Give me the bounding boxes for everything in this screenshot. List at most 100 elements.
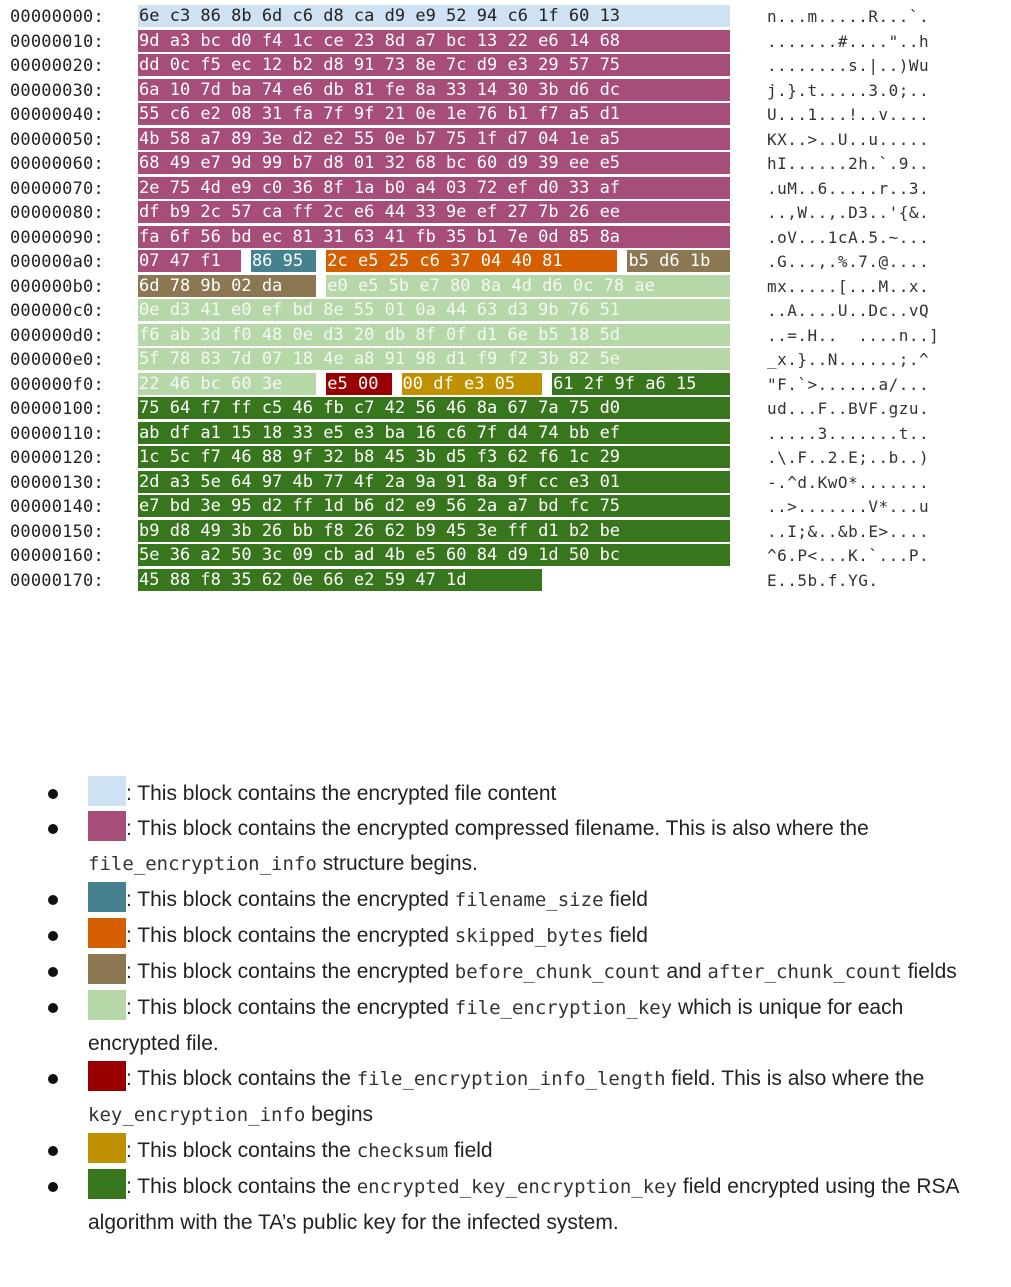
hex-block-file-encryption-info-length: e5 00 — [326, 372, 392, 395]
ascii-column: .....3.......t.. — [767, 423, 930, 443]
ascii-column: ........s.|..)Wu — [767, 56, 930, 75]
legend-item-chunk-counts: : This block contains the encrypted befo… — [0, 954, 1011, 990]
legend-item-file-encryption-key: : This block contains the encrypted file… — [0, 990, 1011, 1061]
legend-text: field — [603, 888, 648, 911]
offset-label: 000000d0: — [10, 325, 104, 346]
ascii-column: .G...,.%.7.@.... — [767, 252, 930, 271]
legend-text: field encrypted using the RSA algorithm … — [88, 1175, 959, 1234]
hex-row: 000000c0: 0e d3 41 e0 ef bd 8e 55 01 0a 4… — [0, 299, 1011, 323]
color-legend: : This block contains the encrypted file… — [0, 776, 1011, 1240]
hex-block-compressed-filename: dd 0c f5 ec 12 b2 d8 91 73 8e 7c d9 e3 2… — [138, 54, 731, 76]
legend-text: : This block contains the encrypted — [126, 888, 455, 911]
ascii-column: -.^d.KwO*....... — [767, 472, 930, 492]
hex-row: 00000000: 6e c3 86 8b 6d c6 d8 ca d9 e9 5… — [0, 5, 1011, 29]
hex-block-compressed-filename: fa 6f 56 bd ec 81 31 63 41 fb 35 b1 7e 0… — [138, 225, 731, 248]
color-swatch — [88, 776, 126, 806]
hex-block-encrypted-key-encryption-key: 61 2f 9f a6 15 — [552, 372, 731, 395]
legend-item-file-content: : This block contains the encrypted file… — [0, 776, 1011, 811]
color-swatch — [88, 1169, 126, 1199]
legend-item-skipped-bytes: : This block contains the encrypted skip… — [0, 918, 1011, 954]
offset-label: 00000160: — [10, 546, 104, 566]
legend-text: : This block contains the encrypted file… — [126, 782, 557, 805]
legend-text: fields — [901, 960, 957, 983]
legend-text: : This block contains the — [126, 1175, 357, 1198]
offset-label: 00000070: — [10, 178, 104, 199]
hex-block-encrypted-key-encryption-key: b9 d8 49 3b 26 bb f8 26 62 b9 45 3e ff d… — [138, 519, 731, 542]
offset-label: 00000170: — [10, 570, 104, 591]
hex-row: 00000120: 1c 5c f7 46 88 9f 32 b8 45 3b d… — [0, 446, 1011, 470]
hex-block-compressed-filename: 68 49 e7 9d 99 b7 d8 01 32 68 bc 60 d9 3… — [138, 152, 731, 174]
field-name: file_encryption_info_length — [356, 1068, 666, 1090]
offset-label: 00000110: — [10, 423, 104, 444]
bullet-icon — [48, 824, 58, 834]
ascii-column: .......#...."..h — [767, 31, 930, 51]
legend-text: : This block contains the encrypted — [126, 960, 455, 983]
field-name: after_chunk_count — [707, 961, 902, 983]
legend-text: : This block contains the — [126, 1067, 357, 1090]
hex-block-compressed-filename: 2e 75 4d e9 c0 36 8f 1a b0 a4 03 72 ef d… — [138, 176, 731, 199]
hex-block-encrypted-key-encryption-key: e7 bd 3e 95 d2 ff 1d b6 d2 e9 56 2a a7 b… — [138, 495, 731, 517]
offset-label: 00000140: — [10, 497, 104, 517]
ascii-column: .oV...1cA.5.~... — [767, 227, 930, 247]
ascii-column: U...1...!..v.... — [767, 105, 930, 124]
color-swatch — [88, 811, 126, 841]
offset-label: 00000050: — [10, 129, 104, 150]
offset-label: 00000020: — [10, 56, 104, 76]
offset-label: 00000080: — [10, 203, 104, 223]
offset-label: 000000f0: — [10, 374, 104, 395]
offset-label: 00000030: — [10, 80, 104, 101]
ascii-column: ^6.P<...K.`...P. — [767, 546, 930, 565]
legend-text: field — [448, 1139, 493, 1162]
hex-block-encrypted-key-encryption-key: 1c 5c f7 46 88 9f 32 b8 45 3b d5 f3 62 f… — [138, 446, 731, 468]
color-swatch — [88, 990, 126, 1020]
ascii-column: "F.`>......a/... — [767, 374, 930, 394]
hex-row: 00000050: 4b 58 a7 89 3e d2 e2 55 0e b7 7… — [0, 127, 1011, 152]
ascii-column: KX..>..U..u..... — [767, 129, 930, 149]
hex-block-compressed-filename: 4b 58 a7 89 3e d2 e2 55 0e b7 75 1f d7 0… — [138, 127, 731, 150]
bullet-icon — [48, 1074, 58, 1084]
legend-item-compressed-filename: : This block contains the encrypted comp… — [0, 811, 1011, 882]
hex-row: 000000e0: 5f 78 83 7d 07 18 4e a8 91 98 d… — [0, 348, 1011, 372]
ascii-column: mx.....[...M..x. — [767, 276, 930, 296]
legend-text: : This block contains the encrypted — [126, 996, 455, 1019]
hex-block-file-encryption-key: 5f 78 83 7d 07 18 4e a8 91 98 d1 f9 f2 3… — [138, 348, 731, 370]
legend-text: begins — [305, 1103, 374, 1126]
legend-text: field. This is also where the — [665, 1067, 925, 1090]
hex-row: 00000150: b9 d8 49 3b 26 bb f8 26 62 b9 4… — [0, 519, 1011, 544]
ascii-column: hI......2h.`.9.. — [767, 154, 930, 173]
legend-item-encrypted-key-encryption-key: : This block contains the encrypted_key_… — [0, 1169, 1011, 1240]
field-name: key_encryption_info — [88, 1104, 306, 1126]
field-name: file_encryption_key — [454, 997, 673, 1019]
hex-row: 00000110: ab df a1 15 18 33 e5 e3 ba 16 c… — [0, 421, 1011, 446]
ascii-column: .\.F..2.E;..b..) — [767, 448, 930, 467]
color-swatch — [88, 1061, 126, 1091]
color-swatch — [88, 1133, 126, 1163]
color-swatch — [88, 882, 126, 912]
hex-row: 000000b0: 6d 78 9b 02 da e0 e5 5b e7 80 8a… — [0, 274, 1011, 299]
offset-label: 00000090: — [10, 227, 104, 248]
bullet-icon — [48, 931, 58, 941]
offset-label: 000000a0: — [10, 252, 104, 272]
hex-row: 00000040: 55 c6 e2 08 31 fa 7f 9f 21 0e 1… — [0, 103, 1011, 127]
field-name: file_encryption_info — [88, 853, 317, 875]
hex-block-file-encryption-key: 22 46 bc 60 3e — [138, 372, 317, 395]
hex-block-compressed-filename: 9d a3 bc d0 f4 1c ce 23 8d a7 bc 13 22 e… — [138, 29, 731, 52]
offset-label: 00000010: — [10, 31, 104, 52]
hex-row: 00000070: 2e 75 4d e9 c0 36 8f 1a b0 a4 0… — [0, 176, 1011, 201]
hex-row: 000000d0: f6 ab 3d f0 48 0e d3 20 db 8f 0… — [0, 323, 1011, 348]
hex-row: 00000080: df b9 2c 57 ca ff 2c e6 44 33 9… — [0, 201, 1011, 225]
hex-row: 00000140: e7 bd 3e 95 d2 ff 1d b6 d2 e9 5… — [0, 495, 1011, 519]
offset-label: 00000040: — [10, 105, 104, 125]
legend-item-checksum: : This block contains the checksum field — [0, 1133, 1011, 1169]
hex-block-file-encryption-key: f6 ab 3d f0 48 0e d3 20 db 8f 0f d1 6e b… — [138, 323, 731, 346]
field-name: checksum — [356, 1140, 449, 1162]
offset-label: 00000120: — [10, 448, 104, 468]
ascii-column: ..I;&..&b.E>.... — [767, 521, 930, 541]
offset-label: 00000000: — [10, 7, 104, 27]
bullet-icon — [48, 1146, 58, 1156]
ascii-column: ..A....U..Dc..vQ — [767, 301, 930, 320]
hex-block-encrypted-key-encryption-key: 75 64 f7 ff c5 46 fb c7 42 56 46 8a 67 7… — [138, 397, 731, 419]
hex-row: 00000020: dd 0c f5 ec 12 b2 d8 91 73 8e 7… — [0, 54, 1011, 78]
hex-row: 000000f0: 22 46 bc 60 3e e5 00 00 df e3 05 6… — [0, 372, 1011, 397]
offset-label: 000000c0: — [10, 301, 104, 321]
